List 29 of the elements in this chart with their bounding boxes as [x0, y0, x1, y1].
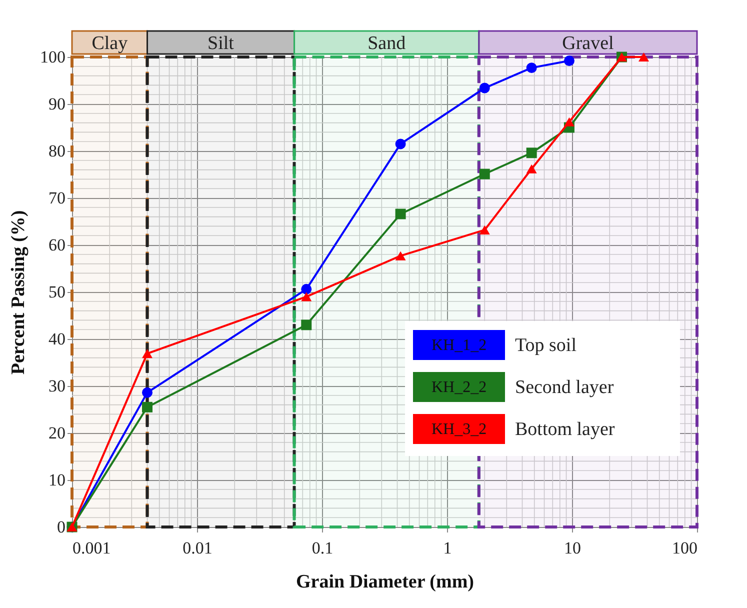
y-tick-label: 100	[40, 48, 66, 66]
x-tick-label: 0.01	[182, 538, 212, 558]
y-tick-label: 50	[48, 282, 66, 302]
x-tick-label: 100	[672, 538, 698, 558]
x-tick-label: 10	[564, 538, 581, 558]
band-label: Clay	[92, 33, 128, 54]
x-tick-label: 0.001	[72, 538, 111, 558]
y-tick-label: 10	[48, 470, 66, 490]
x-tick-label: 0.1	[312, 538, 334, 558]
y-tick-label: 30	[48, 376, 66, 396]
y-tick-label: 70	[48, 188, 66, 208]
y-axis-title: Percent Passing (%)	[8, 210, 29, 375]
band-label: Silt	[208, 33, 235, 54]
annotation: KH_2_2	[431, 379, 487, 396]
y-tick-label: 60	[48, 236, 66, 254]
y-tick-label: 90	[48, 94, 66, 114]
y-tick-label: 40	[48, 330, 66, 348]
annotation: KH_1_2	[431, 337, 487, 354]
y-tick-label: 0	[57, 518, 66, 536]
legend-label: Top soil	[515, 335, 576, 356]
y-tick-label: 20	[48, 424, 66, 442]
band-label: Gravel	[562, 33, 614, 54]
y-tick-label: 80	[48, 142, 66, 160]
annotation: KH_3_2	[431, 421, 487, 438]
x-axis-title: Grain Diameter (mm)	[296, 572, 474, 592]
legend-label: Bottom layer	[515, 419, 616, 440]
legend-label: Second layer	[515, 377, 614, 398]
band-label: Sand	[368, 33, 406, 54]
x-tick-label: 1	[443, 538, 452, 558]
